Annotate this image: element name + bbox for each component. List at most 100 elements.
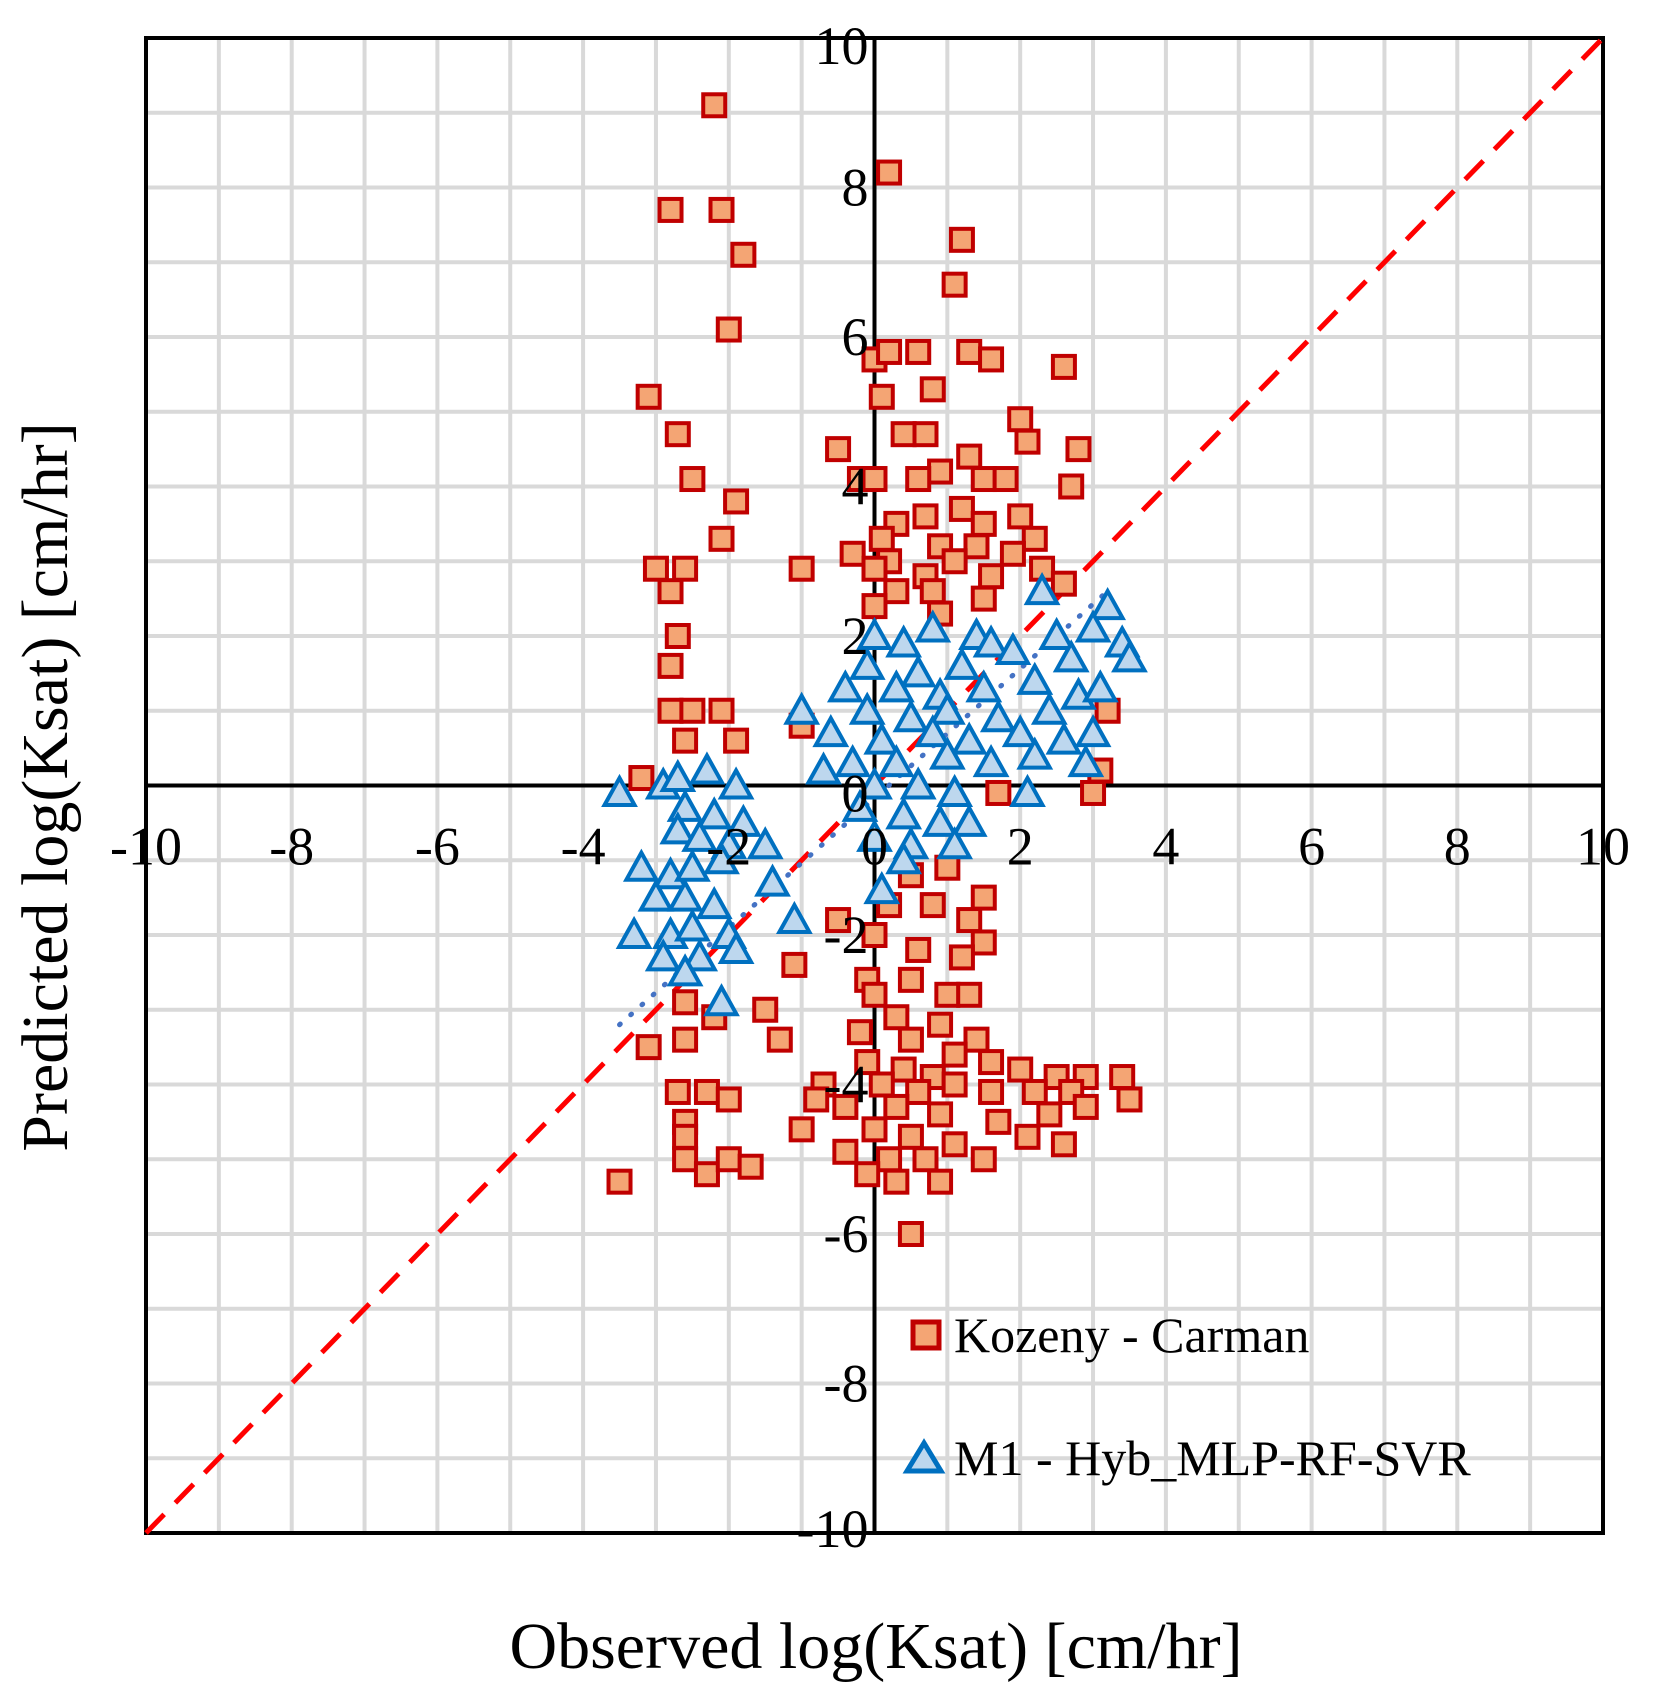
data-point-kozeny-carman xyxy=(788,1116,815,1143)
data-point-m1 xyxy=(841,788,879,822)
y-tick-label: 4 xyxy=(842,457,869,517)
data-point-kozeny-carman xyxy=(1007,406,1034,433)
data-point-kozeny-carman xyxy=(679,697,706,724)
data-point-kozeny-carman xyxy=(708,525,735,552)
data-point-kozeny-carman xyxy=(1036,1101,1063,1128)
data-point-m1 xyxy=(921,803,959,837)
data-point-m1 xyxy=(1016,736,1054,770)
data-point-kozeny-carman xyxy=(861,466,888,493)
legend-marker-kozeny-carman xyxy=(910,1319,942,1351)
y-tick-label: 6 xyxy=(842,307,869,367)
data-point-kozeny-carman xyxy=(672,1123,699,1150)
series-m1-hybrid xyxy=(601,572,1148,1017)
data-point-m1 xyxy=(1089,586,1127,621)
data-point-kozeny-carman xyxy=(642,555,669,582)
data-point-kozeny-carman xyxy=(861,922,888,948)
data-point-m1 xyxy=(856,818,893,852)
data-point-kozeny-carman xyxy=(781,951,808,978)
data-point-kozeny-carman xyxy=(948,944,975,971)
data-point-m1 xyxy=(914,609,952,643)
data-point-kozeny-carman xyxy=(1072,1093,1099,1120)
data-point-m1 xyxy=(936,773,974,807)
data-point-kozeny-carman xyxy=(708,196,735,223)
data-point-kozeny-carman xyxy=(664,1078,691,1105)
data-point-m1 xyxy=(950,721,988,755)
data-point-m1 xyxy=(746,826,784,860)
data-point-kozeny-carman xyxy=(963,1026,990,1053)
data-point-kozeny-carman xyxy=(956,443,983,470)
data-point-kozeny-carman xyxy=(832,1138,859,1165)
data-point-kozeny-carman xyxy=(956,338,983,365)
data-point-kozeny-carman xyxy=(927,1011,954,1038)
x-axis-title: Observed log(Ksat) [cm/hr] xyxy=(509,1610,1242,1683)
data-point-kozeny-carman xyxy=(978,563,1005,590)
data-point-m1 xyxy=(703,983,740,1017)
data-point-kozeny-carman xyxy=(978,346,1005,373)
data-point-m1 xyxy=(936,826,974,860)
data-point-kozeny-carman xyxy=(854,1049,881,1076)
y-tick-label: 10 xyxy=(815,16,869,76)
data-point-kozeny-carman xyxy=(948,226,975,253)
data-point-kozeny-carman xyxy=(919,578,946,605)
data-point-m1 xyxy=(914,714,952,748)
data-point-m1 xyxy=(1074,714,1112,748)
data-point-m1 xyxy=(848,691,886,725)
data-point-m1 xyxy=(775,900,813,935)
data-point-m1 xyxy=(885,841,923,875)
data-point-kozeny-carman xyxy=(956,907,983,934)
data-point-kozeny-carman xyxy=(970,466,997,493)
y-tick-label: -8 xyxy=(824,1354,869,1414)
data-point-kozeny-carman xyxy=(679,466,706,493)
data-point-m1 xyxy=(783,691,821,725)
data-point-m1 xyxy=(615,915,653,949)
data-point-m1 xyxy=(1023,572,1061,606)
data-point-m1 xyxy=(666,878,704,912)
data-point-kozeny-carman xyxy=(948,495,975,522)
data-point-kozeny-carman xyxy=(992,466,1019,493)
data-point-kozeny-carman xyxy=(766,1026,793,1053)
data-point-kozeny-carman xyxy=(730,241,757,268)
data-point-kozeny-carman xyxy=(701,92,728,119)
data-point-kozeny-carman xyxy=(672,727,699,754)
data-point-kozeny-carman xyxy=(941,1071,968,1098)
data-point-m1 xyxy=(885,796,923,830)
data-point-m1 xyxy=(856,616,893,650)
data-point-kozeny-carman xyxy=(657,697,684,724)
data-point-m1 xyxy=(979,699,1017,733)
data-point-m1 xyxy=(681,938,719,972)
data-point-kozeny-carman xyxy=(657,652,684,679)
data-point-kozeny-carman xyxy=(672,1146,699,1173)
data-point-kozeny-carman xyxy=(978,1078,1005,1105)
x-tick-label: 6 xyxy=(1298,817,1325,877)
data-point-m1 xyxy=(972,624,1010,658)
data-point-kozeny-carman xyxy=(1094,697,1121,724)
data-point-m1 xyxy=(848,646,886,680)
x-tick-label: -6 xyxy=(415,817,460,877)
data-point-kozeny-carman xyxy=(628,765,655,792)
data-point-kozeny-carman xyxy=(905,338,932,365)
y-axis-title: Predicted log(Ksat) [cm/hr] xyxy=(9,422,82,1151)
data-point-m1 xyxy=(695,796,733,830)
data-point-m1 xyxy=(1081,669,1119,703)
data-point-kozeny-carman xyxy=(672,555,699,582)
data-point-kozeny-carman xyxy=(715,316,742,343)
data-point-kozeny-carman xyxy=(970,1146,997,1173)
data-point-kozeny-carman xyxy=(883,1093,910,1120)
data-point-kozeny-carman xyxy=(963,533,990,560)
data-point-m1 xyxy=(1030,691,1068,725)
data-point-m1 xyxy=(826,669,864,703)
data-point-kozeny-carman xyxy=(985,779,1012,806)
data-point-m1 xyxy=(812,714,850,748)
data-point-kozeny-carman xyxy=(905,466,932,493)
data-point-kozeny-carman xyxy=(1050,1131,1077,1158)
data-point-kozeny-carman xyxy=(737,1153,764,1180)
data-point-kozeny-carman xyxy=(897,1026,924,1053)
data-point-kozeny-carman xyxy=(970,929,997,956)
data-point-m1 xyxy=(717,930,755,964)
data-point-kozeny-carman xyxy=(693,1078,720,1105)
data-point-kozeny-carman xyxy=(919,892,946,919)
data-point-m1 xyxy=(1009,773,1046,807)
data-point-m1 xyxy=(1074,609,1112,643)
data-point-kozeny-carman xyxy=(941,1131,968,1158)
data-point-kozeny-carman xyxy=(897,1123,924,1150)
